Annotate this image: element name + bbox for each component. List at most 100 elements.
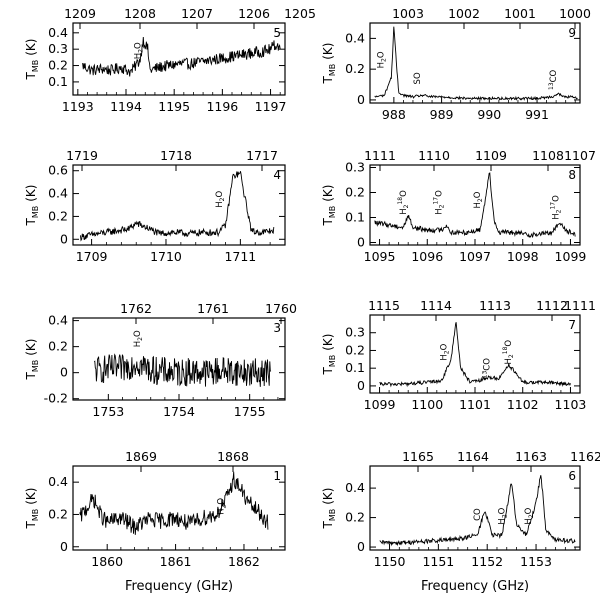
top-tick-label: 1868 (217, 449, 249, 464)
y-tick-label: -0.2 (44, 391, 68, 406)
line-annotation: H2O (439, 343, 450, 360)
top-tick-label: 1717 (246, 148, 278, 163)
y-tick-label: 0.2 (48, 506, 68, 521)
line-annotation: H2O (217, 498, 228, 515)
x-tick-label: 1862 (228, 554, 260, 569)
x-tick-label: 1095 (364, 249, 396, 264)
y-axis-label: TMB(K) (321, 185, 337, 227)
spectrum-line (374, 26, 578, 101)
x-tick-label: 1152 (471, 554, 503, 569)
top-tick-label: 1209 (64, 6, 96, 21)
top-tick-label: 1001 (504, 6, 536, 21)
y-axis-label: TMB(K) (24, 488, 40, 530)
x-tick-label: 1194 (110, 99, 142, 114)
y-tick-label: 0 (357, 92, 365, 107)
line-annotation: H2O (473, 191, 484, 208)
spectrum-panel-4: 1709 1710 1711 1719 1718 1717 0 0.2 0.4 0.6 TMB(K)… (24, 148, 286, 264)
line-annotation: H217O (433, 190, 446, 215)
y-tick-label: 0.2 (48, 339, 68, 354)
top-tick-label: 1762 (120, 301, 152, 316)
top-tick-label: 1000 (559, 6, 591, 21)
plot-frame (72, 465, 286, 551)
x-tick-label: 990 (477, 107, 501, 122)
top-tick-label: 1111 (364, 148, 396, 163)
x-tick-label: 1098 (507, 249, 539, 264)
line-annotation: H2O (134, 42, 145, 59)
y-tick-label: 0.4 (345, 30, 365, 45)
plot-frame (369, 314, 581, 394)
x-tick-label: 1101 (459, 397, 491, 412)
line-annotation: H2O (215, 191, 226, 208)
x-tick-label: 1195 (158, 99, 190, 114)
y-tick-label: 0.4 (48, 313, 68, 328)
spectrum-panel-6: 1150 1151 1152 1153 1165 1164 1163 1162 0 0.2 0.4 T… (321, 449, 600, 594)
spectrum-panel-1: 1860 1861 1862 1869 1868 0 0.2 0.4 TMB(K) 1 Freque… (24, 449, 286, 594)
panel-number: 9 (568, 26, 576, 40)
x-tick-label: 1099 (364, 397, 396, 412)
x-axis-label: Frequency (GHz) (125, 579, 233, 594)
plot-frame (72, 22, 286, 96)
spectrum-line (379, 322, 571, 388)
x-tick-label: 1709 (76, 249, 108, 264)
panel-number: 6 (568, 469, 576, 483)
x-tick-label: 1860 (91, 554, 123, 569)
line-annotation: H217O (550, 195, 563, 220)
line-annotation: H2O (376, 51, 387, 68)
y-tick-label: 0.3 (48, 41, 68, 56)
y-tick-label: 0 (60, 365, 68, 380)
top-tick-label: 1164 (457, 449, 489, 464)
y-axis-label: TMB(K) (24, 39, 40, 81)
plot-frame (369, 465, 581, 551)
spectrum-line (79, 471, 269, 535)
y-tick-label: 0.3 (345, 325, 365, 340)
spectrum-line (374, 172, 576, 238)
y-tick-label: 0 (357, 539, 365, 554)
top-tick-label: 1111 (564, 298, 596, 313)
panel-number: 3 (273, 321, 281, 335)
top-tick-label: 1719 (66, 148, 98, 163)
top-tick-label: 1114 (420, 298, 452, 313)
panel-number: 1 (273, 469, 281, 483)
y-tick-label: 0.4 (48, 474, 68, 489)
x-tick-label: 989 (430, 107, 454, 122)
x-tick-label: 1150 (374, 554, 406, 569)
line-annotation: SO (413, 72, 423, 84)
x-tick-label: 1151 (422, 554, 454, 569)
plot-frame (72, 164, 286, 246)
top-tick-label: 1165 (402, 449, 434, 464)
y-tick-label: 0.2 (345, 185, 365, 200)
y-tick-label: 0.1 (345, 360, 365, 375)
panel-number: 4 (273, 168, 281, 182)
spectrum-line (82, 36, 281, 77)
x-tick-label: 1099 (555, 249, 587, 264)
y-tick-label: 0 (357, 378, 365, 393)
panel-number: 5 (273, 26, 281, 40)
spectrum-panel-7: 1099 1100 1101 1102 1103 1115 1114 1113 11121111… (321, 298, 596, 412)
spectrum-panel-9: 988 989 990 991 1003 1002 1001 1000 0 0.2 0.4 TMB(K… (321, 6, 591, 122)
y-tick-label: 0.3 (345, 160, 365, 175)
top-tick-label: 1163 (515, 449, 547, 464)
x-tick-label: 1193 (62, 99, 94, 114)
y-tick-label: 0.4 (48, 25, 68, 40)
y-axis-label: TMB(K) (24, 185, 40, 227)
panel-number: 8 (568, 168, 576, 182)
x-tick-label: 1153 (520, 554, 552, 569)
panel-number: 7 (568, 318, 576, 332)
x-tick-label: 988 (382, 107, 406, 122)
x-tick-label: 1753 (92, 404, 124, 419)
top-tick-label: 1003 (392, 6, 424, 21)
y-tick-label: 0 (60, 231, 68, 246)
line-annotation: H2O (133, 330, 144, 347)
top-tick-label: 1115 (368, 298, 400, 313)
spectrum-panel-3: 1753 1754 1755 1762 1761 1760 -0.2 0 0.2 0.4 TMB(K… (24, 301, 297, 419)
top-tick-label: 1205 (284, 6, 316, 21)
line-annotation: H2O (497, 507, 508, 524)
y-axis-label: TMB(K) (24, 339, 40, 381)
y-tick-label: 0 (357, 235, 365, 250)
y-tick-label: 0.2 (345, 510, 365, 525)
x-tick-label: 1096 (411, 249, 443, 264)
x-tick-label: 1197 (255, 99, 287, 114)
x-tick-label: 1754 (163, 404, 195, 419)
spectrum-panel-8: 1095 1096 1097 1098 1099 1111 1110 1109 1108 1107… (321, 148, 596, 264)
top-tick-label: 1108 (532, 148, 564, 163)
